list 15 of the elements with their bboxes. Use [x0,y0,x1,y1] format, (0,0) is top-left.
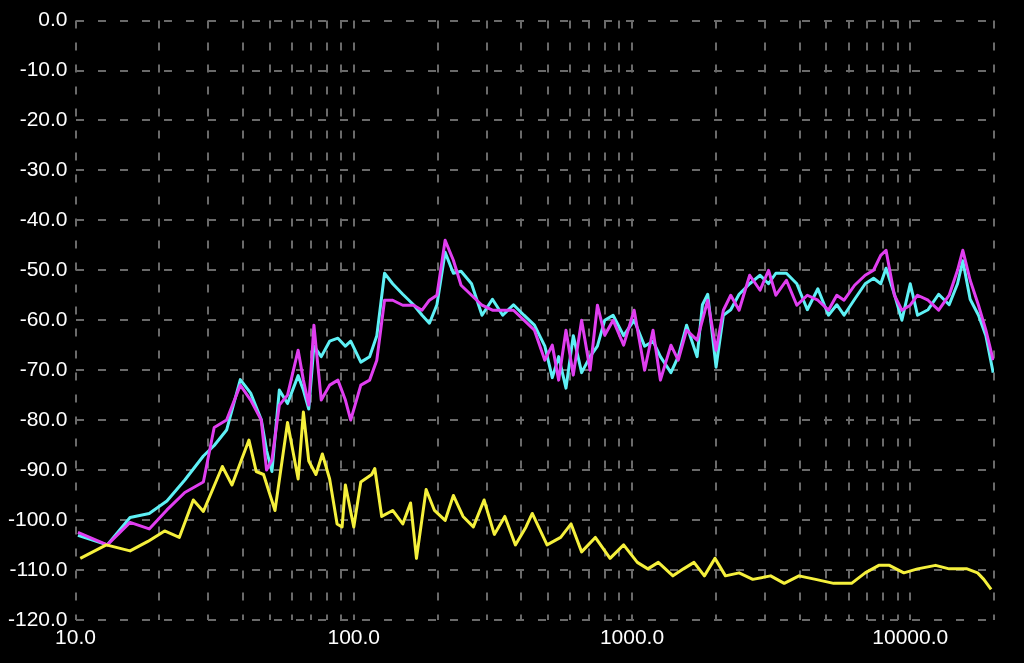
x-tick-label: 10000.0 [872,625,949,649]
y-tick-label: 0.0 [38,7,68,31]
x-tick-label: 1000.0 [599,625,665,649]
y-tick-label: -20.0 [19,107,68,131]
y-tick-label: -110.0 [9,556,68,580]
y-tick-label: -10.0 [19,57,68,81]
y-tick-label: -80.0 [19,406,68,430]
y-tick-label: -50.0 [19,257,68,281]
y-tick-label: -90.0 [19,456,68,480]
y-tick-label: -30.0 [19,157,68,181]
x-tick-label: 100.0 [327,625,381,649]
y-tick-label: -100.0 [8,506,68,530]
y-tick-label: -40.0 [19,207,68,231]
y-tick-label: -70.0 [19,356,68,380]
y-tick-label: -60.0 [19,307,68,330]
